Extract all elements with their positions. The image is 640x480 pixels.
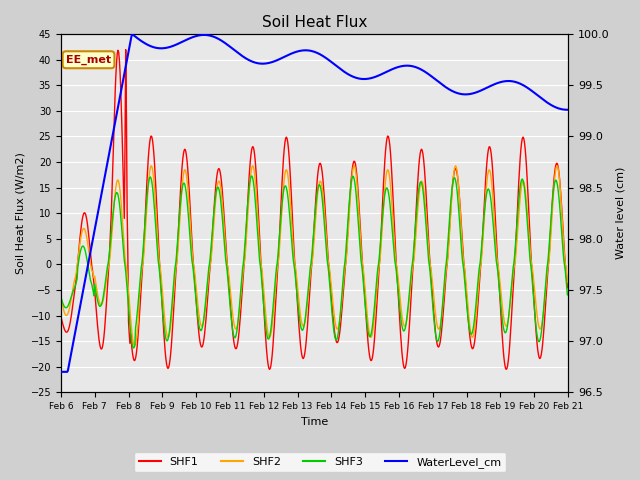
WaterLevel_cm bbox=[564, 107, 572, 113]
SHF2 bbox=[198, 324, 205, 329]
SHF1 bbox=[564, 285, 572, 290]
SHF1 bbox=[57, 314, 65, 320]
SHF2 bbox=[66, 302, 74, 308]
SHF3 bbox=[66, 298, 74, 303]
SHF1 bbox=[170, 295, 178, 301]
SHF2 bbox=[564, 279, 572, 285]
SHF1 bbox=[266, 366, 273, 372]
Legend: SHF1, SHF2, SHF3, WaterLevel_cm: SHF1, SHF2, SHF3, WaterLevel_cm bbox=[134, 452, 506, 472]
WaterLevel_cm bbox=[57, 369, 65, 375]
WaterLevel_cm bbox=[197, 32, 205, 38]
X-axis label: Time: Time bbox=[301, 417, 328, 427]
SHF2 bbox=[131, 343, 139, 348]
Y-axis label: Soil Heat Flux (W/m2): Soil Heat Flux (W/m2) bbox=[15, 152, 25, 274]
WaterLevel_cm bbox=[66, 356, 74, 362]
SHF2 bbox=[392, 255, 399, 261]
WaterLevel_cm bbox=[170, 43, 178, 48]
SHF3 bbox=[130, 345, 138, 351]
Text: EE_met: EE_met bbox=[66, 55, 111, 65]
SHF1 bbox=[66, 320, 74, 326]
Line: SHF2: SHF2 bbox=[61, 166, 568, 346]
Y-axis label: Water level (cm): Water level (cm) bbox=[615, 167, 625, 259]
SHF2 bbox=[118, 214, 126, 219]
WaterLevel_cm bbox=[391, 65, 399, 71]
Line: SHF1: SHF1 bbox=[61, 49, 568, 369]
WaterLevel_cm bbox=[128, 31, 136, 37]
SHF3 bbox=[564, 292, 572, 298]
SHF1 bbox=[118, 134, 126, 140]
SHF3 bbox=[197, 328, 205, 334]
SHF1 bbox=[197, 344, 205, 349]
SHF3 bbox=[392, 263, 399, 268]
SHF2 bbox=[171, 274, 179, 279]
Title: Soil Heat Flux: Soil Heat Flux bbox=[262, 15, 367, 30]
SHF1 bbox=[122, 47, 129, 52]
SHF2 bbox=[57, 294, 65, 300]
SHF3 bbox=[377, 236, 385, 242]
Line: SHF3: SHF3 bbox=[61, 176, 568, 348]
SHF2 bbox=[377, 248, 385, 254]
WaterLevel_cm bbox=[376, 72, 384, 78]
SHF1 bbox=[377, 239, 385, 245]
SHF1 bbox=[392, 248, 399, 254]
Line: WaterLevel_cm: WaterLevel_cm bbox=[61, 34, 568, 372]
SHF2 bbox=[147, 163, 155, 168]
SHF3 bbox=[118, 232, 126, 238]
WaterLevel_cm bbox=[118, 82, 126, 88]
SHF3 bbox=[170, 272, 178, 278]
SHF3 bbox=[57, 294, 65, 300]
SHF3 bbox=[248, 173, 255, 179]
